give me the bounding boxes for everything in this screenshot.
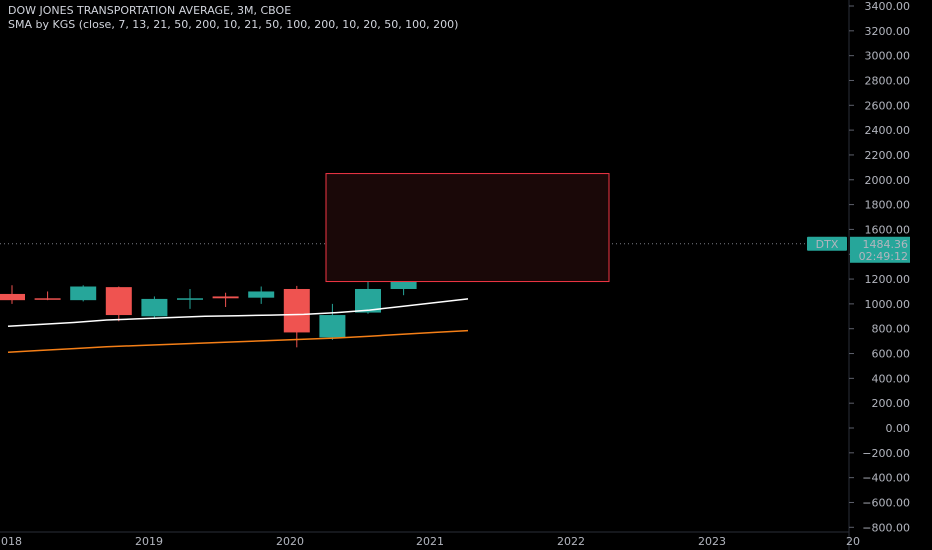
candle: [355, 281, 381, 314]
price-tick-label: 800.00: [872, 323, 911, 336]
price-tick-label: 1600.00: [865, 223, 911, 236]
symbol-tag: [807, 236, 847, 251]
price-tick-label: 200.00: [872, 397, 911, 410]
price-tick-label: 600.00: [872, 348, 911, 361]
time-tick-label: 2023: [698, 535, 726, 548]
candle-body: [70, 286, 97, 301]
price-axis[interactable]: 3400.00 3200.00 3000.00 2800.00 2600.00 2400.…: [807, 0, 910, 550]
last-price-tag: [850, 236, 910, 263]
candle-body: [355, 288, 381, 313]
candle-body: [319, 315, 346, 338]
drawn-rectangle: [325, 173, 610, 283]
price-tick-label: −400.00: [862, 472, 910, 485]
symbol-tag-label: DTX: [816, 238, 839, 251]
candle-body: [177, 298, 203, 300]
price-tick-label: 1000.00: [865, 298, 911, 311]
price-tick-label: 3400.00: [865, 0, 911, 13]
price-tick-label: 1800.00: [865, 199, 911, 212]
chart-title: DOW JONES TRANSPORTATION AVERAGE, 3M, CB…: [8, 4, 292, 17]
price-tick-label: 2600.00: [865, 99, 911, 112]
candle: [212, 292, 239, 307]
price-tick-label: −200.00: [862, 447, 910, 460]
candle: [34, 291, 61, 301]
candle-body: [141, 298, 168, 317]
candle-body: [212, 296, 239, 299]
candle: [70, 285, 97, 302]
candle: [319, 303, 346, 340]
candle-body: [105, 287, 132, 316]
time-tick-label: 2020: [276, 535, 304, 548]
price-tick-label: 2200.00: [865, 149, 911, 162]
price-tick-label: −800.00: [862, 521, 910, 534]
candle-body: [283, 288, 310, 333]
time-tick-label: 2021: [416, 535, 444, 548]
price-tick-label: 3000.00: [865, 50, 911, 63]
price-tick-label: 1200.00: [865, 273, 911, 286]
time-tick-label: 20: [846, 535, 860, 548]
price-tick-label: −600.00: [862, 496, 910, 509]
sma-white-line: [7, 298, 469, 327]
candle-body: [0, 293, 25, 301]
candle: [248, 286, 275, 304]
candle: [105, 286, 132, 322]
time-tick-label: 2019: [135, 535, 163, 548]
price-tick-label: 0.00: [886, 422, 911, 435]
legend: DOW JONES TRANSPORTATION AVERAGE, 3M, CB…: [8, 4, 458, 32]
countdown-value: 02:49:12: [859, 250, 908, 263]
price-tick-label: 400.00: [872, 372, 911, 385]
price-tick-label: 2000.00: [865, 174, 911, 187]
candle: [141, 296, 168, 319]
price-tick-label: 3200.00: [865, 25, 911, 38]
candle: [283, 285, 310, 348]
candle: [177, 288, 203, 309]
indicator-label[interactable]: SMA by KGS (close, 7, 13, 21, 50, 200, 1…: [8, 18, 459, 31]
candle: [0, 285, 25, 304]
overlays-layer: [0, 173, 848, 354]
sma-orange-line: [7, 329, 469, 354]
time-tick-label: 2022: [557, 535, 585, 548]
price-tick-label: 2800.00: [865, 74, 911, 87]
last-price-value: 1484.36: [863, 238, 909, 251]
candle-body: [248, 291, 275, 298]
price-tick-label: 2400.00: [865, 124, 911, 137]
candle-body: [34, 298, 61, 300]
